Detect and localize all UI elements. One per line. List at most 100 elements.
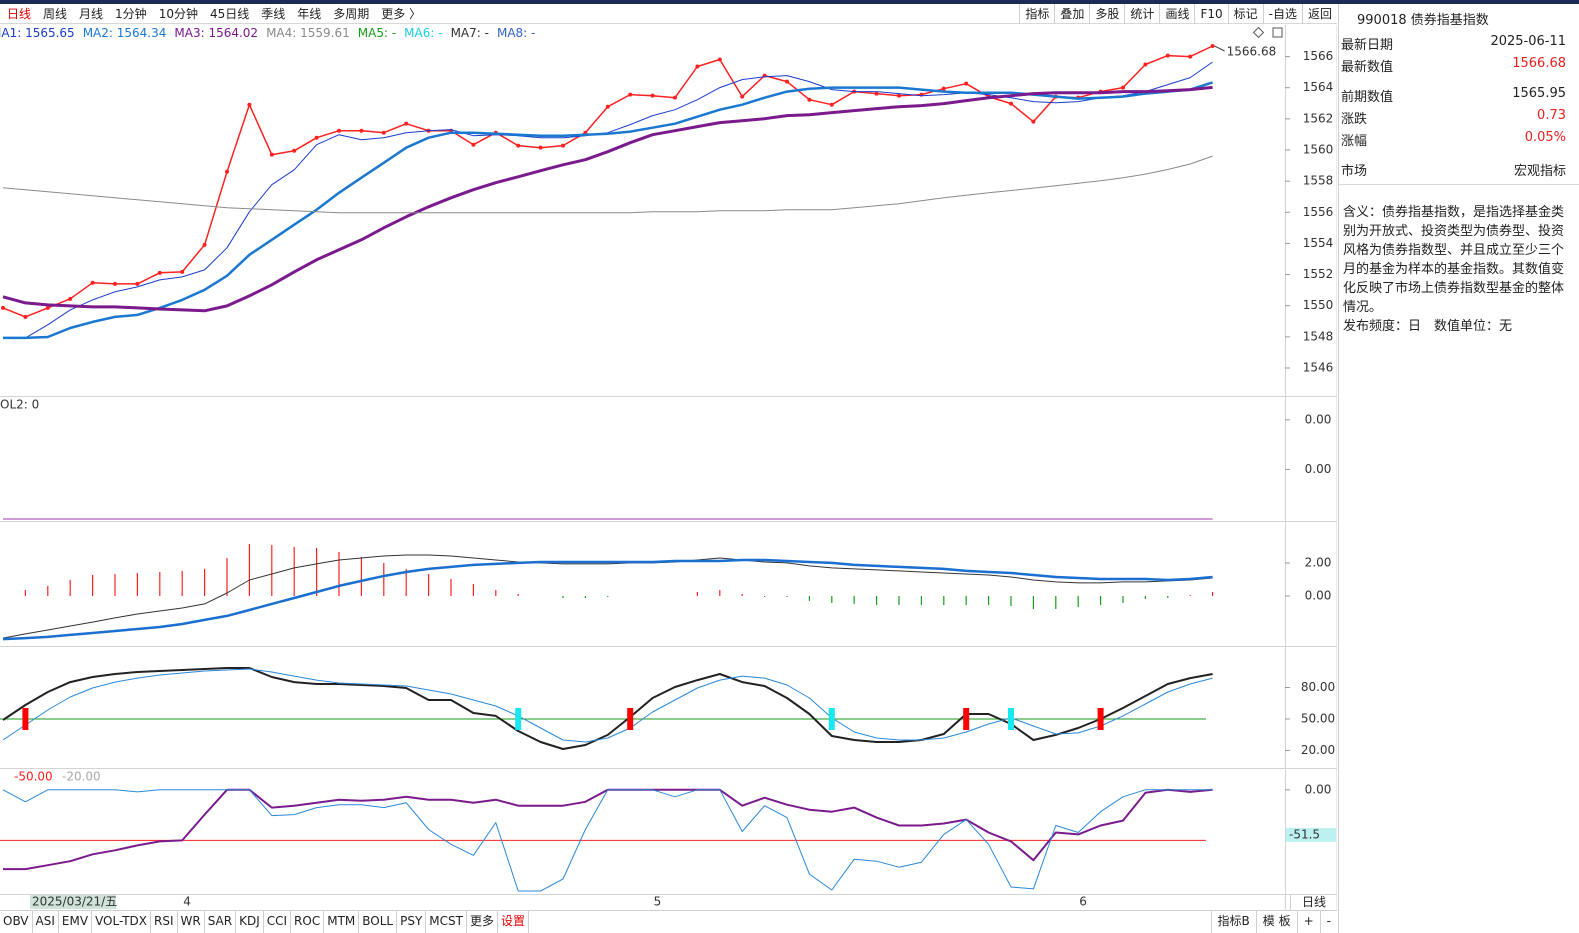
annotation-arrow xyxy=(1214,45,1225,52)
info-row: 前期数值 1565.95 xyxy=(1341,86,1566,105)
point-marker xyxy=(1210,43,1215,48)
legend-value: - xyxy=(484,26,489,40)
period-tab[interactable]: 月线 xyxy=(79,7,104,21)
period-tab[interactable]: 更多 〉 xyxy=(381,7,422,21)
y-tick-label: 1564 xyxy=(1303,80,1334,94)
indicator-tab[interactable]: MCST xyxy=(426,911,467,933)
legend-name: MA3 xyxy=(174,26,208,40)
bottom-button[interactable]: 指标B xyxy=(1210,911,1256,933)
indicator-tab[interactable]: 设置 xyxy=(498,911,530,933)
cursor-value-label: -51.5 xyxy=(1289,827,1320,841)
tool-button[interactable]: 多股 xyxy=(1089,3,1124,24)
tool-button[interactable]: -自选 xyxy=(1262,3,1302,24)
period-tab[interactable]: 45日线 xyxy=(209,7,250,21)
point-marker xyxy=(90,280,95,285)
point-marker xyxy=(404,121,409,126)
toolbar: 日线 周线 月线 1分钟 10分钟 45日线 季线 年线 多周期 更多 〉 指标 叠加 多股 统计 画线 F… xyxy=(0,3,1337,24)
indicator-tab[interactable]: ROC xyxy=(291,911,325,933)
y-tick-label: 1556 xyxy=(1303,205,1334,219)
point-marker xyxy=(717,57,722,62)
legend-value: 1565.65 xyxy=(25,26,75,40)
indicator-tab[interactable]: SAR xyxy=(205,911,237,933)
period-tab[interactable]: 多周期 xyxy=(333,7,370,21)
indicator-tab[interactable]: RSI xyxy=(151,911,178,933)
reference-label: -20.00 xyxy=(62,770,101,784)
bottom-button[interactable]: 模 板 xyxy=(1255,911,1297,933)
chart: 1546 1548 1550 1552 1554 1556 1558 1560 1562 1564… xyxy=(0,25,1337,910)
period-tab[interactable]: 周线 xyxy=(43,7,68,21)
point-marker xyxy=(628,92,633,97)
indicator-tab[interactable]: EMV xyxy=(59,911,93,933)
tool-button[interactable]: 叠加 xyxy=(1054,3,1089,24)
point-marker xyxy=(1143,62,1148,67)
signal-marker xyxy=(1097,707,1104,730)
series-line xyxy=(3,81,1213,340)
info-value: 2025-06-11 xyxy=(1490,34,1566,49)
y-tick-label: 0.00 xyxy=(1305,412,1332,426)
indicator-tab[interactable]: 更多 xyxy=(467,911,498,933)
tool-button[interactable]: F10 xyxy=(1194,3,1227,24)
info-row: 最新数值 1566.68 xyxy=(1341,56,1566,75)
y-tick-label: 2.00 xyxy=(1305,555,1332,569)
tool-buttons: 指标 叠加 多股 统计 画线 F10 标记 -自选 返回 xyxy=(1019,3,1337,24)
indicator-tab[interactable]: BOLL xyxy=(359,911,398,933)
x-tick-label: 4 xyxy=(183,895,191,909)
info-key: 涨幅 xyxy=(1341,134,1368,149)
legend-value: 1564.02 xyxy=(208,26,259,40)
point-marker xyxy=(180,269,185,274)
y-tick-label: 1560 xyxy=(1303,143,1334,157)
y-tick-label: 80.00 xyxy=(1301,680,1335,694)
legend-name: MA2 xyxy=(83,26,117,40)
point-marker xyxy=(516,143,521,148)
info-value: 0.05% xyxy=(1524,130,1566,145)
legend-name: MA6 xyxy=(404,26,438,40)
point-marker xyxy=(45,305,50,310)
point-marker xyxy=(941,86,946,91)
point-marker xyxy=(225,169,229,174)
period-tab[interactable]: 10分钟 xyxy=(158,7,198,21)
indicator-tab[interactable]: MTM xyxy=(324,911,360,933)
window-icon[interactable] xyxy=(1272,27,1283,38)
indicator-tab[interactable]: OBV xyxy=(0,911,33,933)
bottom-button[interactable]: - xyxy=(1319,911,1337,933)
indicator-tab[interactable]: VOL-TDX xyxy=(92,911,151,933)
point-marker xyxy=(740,94,745,99)
tool-button[interactable]: 标记 xyxy=(1227,3,1263,24)
period-tab[interactable]: 1分钟 xyxy=(115,7,147,21)
x-tick-label: 6 xyxy=(1079,895,1087,909)
indicator-tab[interactable]: CCI xyxy=(264,911,292,933)
legend-name: MA1 xyxy=(0,26,25,40)
period-tab[interactable]: 年线 xyxy=(297,7,322,21)
indicator-tab[interactable]: KDJ xyxy=(236,911,264,933)
indicator-tab[interactable]: WR xyxy=(178,911,205,933)
point-marker xyxy=(695,64,700,69)
tool-button[interactable]: 画线 xyxy=(1159,3,1194,24)
legend-value: - xyxy=(438,26,443,40)
series-line xyxy=(2,558,1213,641)
tool-button[interactable]: 统计 xyxy=(1124,3,1159,24)
indicator-bar: OBV ASI EMV VOL-TDX RSI WR SAR KDJ CCI ROC MTM BOLL… xyxy=(0,910,1337,933)
legend-value: 1559.61 xyxy=(300,26,350,40)
bottom-button[interactable]: + xyxy=(1296,911,1320,933)
cursor-value-box xyxy=(1286,827,1336,842)
diamond-icon[interactable] xyxy=(1252,26,1265,39)
tool-button[interactable]: 指标 xyxy=(1019,3,1054,24)
signal-marker xyxy=(22,707,29,730)
point-marker xyxy=(202,242,207,247)
indicator-tab[interactable]: PSY xyxy=(397,911,427,933)
panel: 2.00 0.00 xyxy=(2,543,1332,641)
y-tick-label: 1566 xyxy=(1303,49,1334,63)
legend-item: MA41559.61 xyxy=(266,26,350,42)
tool-button[interactable]: 返回 xyxy=(1301,3,1337,24)
series-line xyxy=(3,788,1213,871)
y-tick-label: 1546 xyxy=(1303,360,1334,374)
period-tab[interactable]: 日线 xyxy=(7,7,32,21)
info-value: 宏观指标 xyxy=(1513,164,1566,179)
panel-frames xyxy=(0,25,1337,910)
y-tick-label: 1550 xyxy=(1303,298,1334,312)
description-text: 含义：债券指基指数，是指选择基金类别为开放式、投资类型为债券型、投资风格为债券指… xyxy=(1343,205,1565,315)
indicator-tab[interactable]: ASI xyxy=(33,911,59,933)
period-tab[interactable]: 季线 xyxy=(261,7,286,21)
point-marker xyxy=(157,270,162,275)
panel: 1546 1548 1550 1552 1554 1556 1558 1560 1562 1564… xyxy=(1,43,1334,374)
